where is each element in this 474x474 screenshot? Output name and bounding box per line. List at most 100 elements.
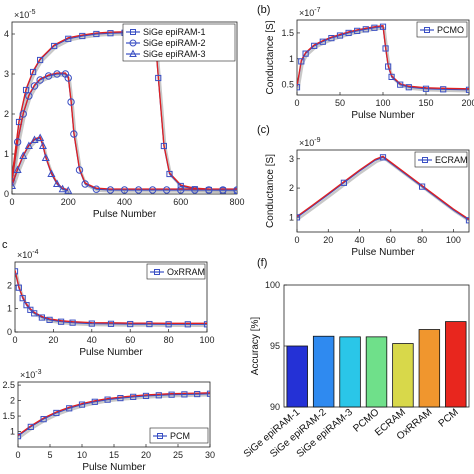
noise-band [12, 137, 71, 194]
data-point [385, 63, 392, 70]
plot-area-c [297, 154, 469, 224]
x-tick-label: 40 [355, 235, 365, 245]
legend-marker [129, 49, 137, 57]
x-axis-label: Pulse Number [82, 462, 146, 473]
x-axis-label: Pulse Number [93, 209, 157, 220]
noise-band [18, 394, 210, 439]
x-axis-label: Pulse Number [351, 247, 415, 258]
data-point [340, 179, 348, 186]
data-point [67, 98, 75, 106]
data-point [160, 142, 167, 150]
data-point [194, 390, 201, 398]
data-point [162, 186, 171, 194]
data-point [47, 169, 56, 177]
data-point [30, 135, 39, 143]
x-tick-label: 80 [417, 235, 427, 245]
data-point [297, 84, 301, 91]
data-point [40, 416, 47, 423]
series-line [18, 393, 210, 437]
x-tick-label: 0 [15, 450, 20, 460]
x-tick-label: 25 [173, 450, 183, 460]
bar [418, 329, 441, 408]
data-point [81, 180, 89, 188]
data-point [155, 392, 162, 399]
legend-label: ECRAM [435, 155, 468, 165]
data-point [422, 85, 430, 92]
bar [312, 335, 335, 408]
legend-b: PCMO [416, 21, 468, 38]
data-point [58, 184, 67, 193]
fit-line [18, 392, 210, 436]
data-point [148, 186, 157, 194]
x-axis-label: Pulse Number [79, 347, 143, 358]
data-point [69, 319, 76, 326]
data-point [31, 310, 38, 317]
legend-box [414, 151, 468, 168]
data-point [37, 56, 44, 64]
data-point [302, 50, 309, 57]
y-exponent: ×10-5 [14, 9, 36, 20]
data-point [142, 392, 150, 400]
x-tick-label: 200 [461, 98, 474, 108]
data-point [205, 186, 213, 194]
data-point [75, 166, 84, 174]
data-point [397, 81, 404, 88]
legend-label: PCM [170, 431, 190, 441]
data-point [36, 76, 44, 84]
x-tick-label: 400 [117, 197, 132, 207]
x-tick-label: 0 [294, 235, 299, 245]
data-point [362, 26, 369, 33]
x-tick-label: 50 [335, 98, 345, 108]
y-tick-label: 2 [10, 396, 15, 406]
data-point [19, 295, 26, 302]
data-point [382, 45, 389, 52]
legend-label: PCMO [437, 25, 464, 35]
y-exponent-power: -4 [32, 249, 38, 256]
y-axis-label: Conductance [S] [265, 154, 276, 228]
x-tick-label: 60 [386, 235, 396, 245]
y-tick-label: 1 [289, 212, 294, 222]
fit-line [297, 155, 469, 220]
x-axis-label: Pulse Number [351, 110, 415, 121]
data-point [155, 74, 162, 82]
panel-a: 0 200 400 600 800 0 1 2 3 4 ×10-5 Pulse Number SiGe … [4, 9, 245, 220]
data-point [107, 30, 114, 37]
x-tick-label: 800 [229, 197, 244, 207]
data-point [88, 320, 95, 327]
x-tick-label: 60 [125, 335, 135, 345]
x-tick-label: 100 [375, 98, 390, 108]
legend-marker [130, 29, 136, 35]
x-tick-label: 150 [418, 98, 433, 108]
data-point [146, 320, 153, 328]
x-tick-label: 600 [173, 197, 188, 207]
data-point [51, 42, 58, 50]
y-tick-label: 0 [7, 327, 12, 337]
y-tick-label: 1.5 [2, 411, 15, 421]
data-point [127, 320, 134, 328]
panel-tag-d: c [2, 239, 8, 251]
x-tick-label: 80 [164, 335, 174, 345]
data-point [418, 183, 426, 190]
x-tick-label: 40 [87, 335, 97, 345]
panel-b: 0 50 100 150 200 0.5 1 1.5 ×10-7 Pulse Number Cond… [265, 7, 474, 121]
legend-marker [154, 269, 160, 275]
data-point [29, 68, 37, 76]
bar [286, 345, 308, 408]
plot-area-d [15, 268, 207, 328]
legend-box [146, 263, 206, 280]
data-point [345, 29, 352, 37]
data-point [23, 302, 30, 309]
y-tick-label: 100 [265, 280, 280, 290]
legend-box [122, 23, 236, 62]
y-exponent: ×10-4 [17, 249, 39, 260]
data-point [64, 74, 72, 82]
data-point [53, 409, 60, 417]
legend-label: SiGe epiRAM-3 [143, 49, 206, 59]
panel-tag-f: (f) [257, 257, 267, 269]
panel-tag-b: (b) [257, 4, 270, 16]
x-tick-label: 20 [48, 335, 58, 345]
data-point [168, 391, 175, 398]
data-point [30, 82, 39, 90]
